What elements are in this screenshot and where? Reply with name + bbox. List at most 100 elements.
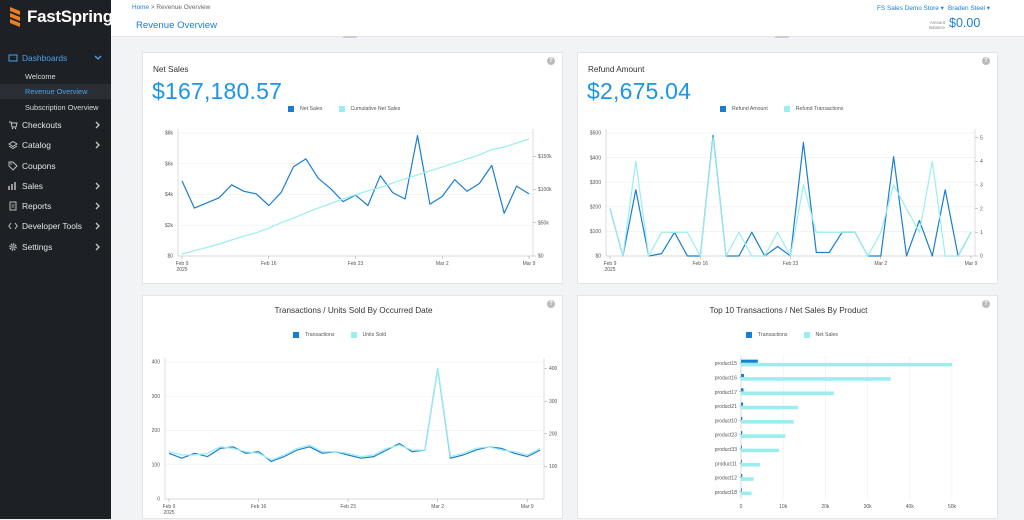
- help-icon[interactable]: ?: [547, 57, 555, 65]
- scroll-indicator: [775, 36, 789, 38]
- balance-label-line: Amount: [929, 20, 945, 25]
- y-right-tick-label: 4: [980, 159, 983, 165]
- sidebar-item-label: Coupons: [22, 160, 56, 171]
- legend-label: Transactions: [758, 332, 788, 338]
- sidebar-item-label: Developer Tools: [22, 221, 82, 232]
- legend-swatch: [293, 332, 299, 338]
- balance-label-line: Balance: [929, 25, 945, 30]
- y-left-tick-label: $400: [590, 155, 601, 161]
- legend-item[interactable]: Transactions: [746, 332, 788, 338]
- dashboard-icon: [8, 53, 18, 63]
- sidebar-item-checkouts[interactable]: Checkouts: [0, 115, 111, 135]
- store-selector[interactable]: FS Sales Demo Store ▾: [877, 4, 944, 12]
- x-tick-label: 50k: [948, 504, 957, 510]
- breadcrumb: Home > Revenue Overview: [132, 4, 210, 11]
- user-menu[interactable]: Braden Steel ▾: [948, 4, 990, 12]
- sidebar-item-catalog[interactable]: Catalog: [0, 135, 111, 155]
- bar-net-sales: [741, 362, 952, 367]
- legend-label: Net Sales: [815, 332, 839, 338]
- x-tick-label: Mar 2: [436, 261, 449, 267]
- y-right-tick-label: 3: [980, 183, 983, 189]
- logo[interactable]: FastSpring: [8, 7, 113, 27]
- help-icon[interactable]: ?: [982, 57, 990, 65]
- x-tick-label: 40k: [906, 504, 915, 510]
- legend-item[interactable]: Transactions: [293, 332, 335, 338]
- chevron-right-icon: [95, 182, 100, 190]
- sidebar-item-label: Dashboards: [22, 53, 68, 64]
- y-left-tick-label: 200: [152, 428, 161, 434]
- top-products-chart: 0 10k 20k 30k 40k 50k product15 product16 produc…: [715, 356, 957, 510]
- sidebar-item-label: Catalog: [22, 140, 51, 151]
- y-right-tick-label: 200: [549, 431, 558, 437]
- x-tick-year-label: 2025: [176, 267, 187, 273]
- y-left-tick-label: $0: [167, 254, 173, 260]
- reports-icon: [8, 201, 18, 211]
- sidebar-item-reports[interactable]: Reports: [0, 196, 111, 216]
- y-left-tick-label: 400: [152, 360, 161, 366]
- gear-icon: [8, 242, 18, 252]
- legend-label: Units Sold: [362, 332, 387, 338]
- sidebar-subitem-welcome[interactable]: Welcome: [0, 68, 111, 84]
- transactions-chart: 0 100 200 300 400 100 200 300 400 Feb 9 Feb 16 Feb …: [152, 358, 558, 516]
- series-line-secondary: [609, 137, 972, 257]
- legend-label: Transactions: [305, 332, 335, 338]
- legend-item[interactable]: Net Sales: [288, 106, 323, 112]
- sidebar-item-label: Settings: [22, 241, 53, 252]
- legend-item[interactable]: Cumulative Net Sales: [338, 106, 400, 112]
- category-label: product33: [715, 447, 737, 453]
- category-label: product10: [715, 418, 737, 424]
- x-tick-label: Mar 2: [874, 261, 887, 267]
- chevron-right-icon: [95, 202, 100, 210]
- sidebar-subitem-subscription-overview[interactable]: Subscription Overview: [0, 99, 111, 115]
- bar-transactions: [741, 416, 743, 421]
- legend-item[interactable]: Units Sold: [350, 332, 387, 338]
- legend-item[interactable]: Refund Amount: [720, 106, 768, 112]
- y-left-tick-label: $500: [590, 131, 601, 137]
- y-left-tick-label: $8k: [165, 131, 174, 137]
- legend-item[interactable]: Net Sales: [803, 332, 839, 338]
- y-left-tick-label: 300: [152, 394, 161, 400]
- brand-name: FastSpring: [27, 7, 113, 26]
- bar-transactions: [741, 445, 742, 449]
- bar-transactions: [741, 431, 743, 435]
- top-bar: Home > Revenue Overview Revenue Overview…: [111, 0, 1024, 37]
- breadcrumb-home-link[interactable]: Home: [132, 4, 150, 11]
- sidebar-subitem-revenue-overview[interactable]: Revenue Overview: [0, 83, 111, 100]
- bar-transactions: [741, 459, 742, 463]
- help-icon[interactable]: ?: [982, 300, 990, 308]
- legend-swatch: [783, 106, 790, 112]
- sidebar-item-coupons[interactable]: Coupons: [0, 155, 111, 175]
- balance-amount: $0.00: [949, 16, 981, 30]
- chevron-right-icon: [95, 243, 100, 251]
- y-right-tick-label: 1: [980, 230, 983, 236]
- sidebar-item-settings[interactable]: Settings: [0, 237, 111, 257]
- refund-chart: $0 $100 $200 $300 $400 $500 0 1 2 3 4 5 Feb 9 Feb 16 F…: [590, 129, 983, 273]
- category-label: product12: [715, 476, 737, 482]
- x-tick-label: Feb 16: [261, 261, 277, 267]
- x-tick-label: Feb 16: [251, 504, 267, 510]
- chevron-down-icon: [94, 55, 102, 60]
- y-right-tick-label: 0: [980, 254, 983, 260]
- help-icon[interactable]: ?: [547, 300, 555, 308]
- category-label: product16: [715, 375, 737, 381]
- sidebar-subitem-label: Subscription Overview: [25, 102, 99, 112]
- caret-down-icon: ▾: [940, 5, 944, 12]
- breadcrumb-current: Revenue Overview: [156, 4, 211, 11]
- legend-swatch: [338, 106, 345, 112]
- sidebar-item-sales[interactable]: Sales: [0, 176, 111, 196]
- x-tick-label: 10k: [779, 504, 788, 510]
- bar-transactions: [741, 488, 742, 492]
- y-right-tick-label: 400: [549, 366, 558, 372]
- legend-swatch: [746, 332, 752, 338]
- series-line-secondary: [168, 367, 541, 461]
- legend-label: Net Sales: [300, 106, 323, 112]
- y-left-tick-label: $0: [595, 254, 601, 260]
- caret-down-icon: ▾: [986, 5, 990, 12]
- x-tick-label: Feb 16: [692, 261, 708, 267]
- sidebar-item-label: Sales: [22, 180, 43, 191]
- sidebar-item-developer-tools[interactable]: Developer Tools: [0, 216, 111, 236]
- bar-transactions: [741, 402, 744, 406]
- legend-item[interactable]: Refund Transactions: [783, 106, 843, 112]
- sidebar-item-dashboards[interactable]: Dashboards: [0, 48, 111, 68]
- category-label: product17: [715, 390, 737, 396]
